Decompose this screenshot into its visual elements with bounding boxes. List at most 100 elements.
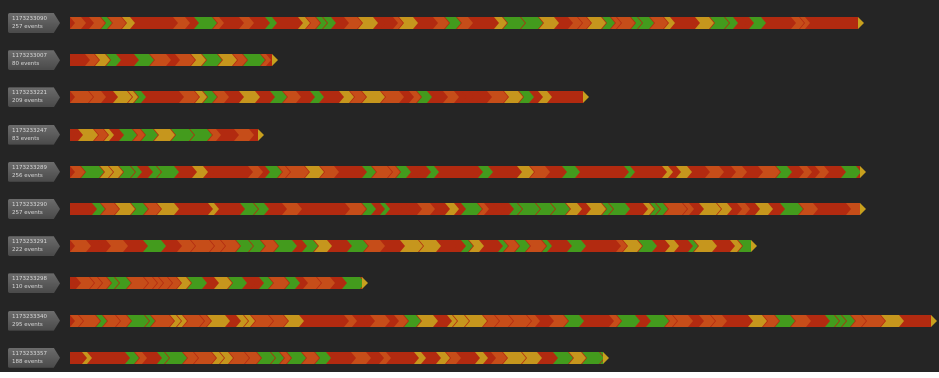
event-chevron	[623, 240, 642, 253]
event-chevron	[455, 203, 465, 215]
event-chevron	[70, 128, 82, 141]
event-chevron	[278, 165, 290, 178]
event-chevron	[131, 17, 150, 29]
event-chevron	[70, 203, 88, 215]
track-end-chevron	[258, 128, 264, 141]
event-chevron	[501, 203, 513, 215]
event-chevron	[555, 17, 572, 29]
row-event-count: 222 events	[12, 247, 43, 254]
event-chevron	[287, 351, 306, 364]
event-chevron	[270, 91, 287, 104]
event-chevron	[749, 17, 766, 29]
event-chevron	[807, 314, 829, 327]
track-end-chevron	[583, 91, 589, 104]
event-chevron	[436, 351, 450, 364]
event-chevron	[900, 314, 912, 327]
timeline-row[interactable]: 1173233090 257 events	[0, 13, 939, 43]
timeline-row[interactable]: 1173233340 295 events	[0, 310, 939, 341]
event-chevron	[609, 203, 630, 215]
event-chevron	[216, 165, 235, 178]
timeline-row[interactable]: 1173233221 209 events	[0, 87, 939, 117]
event-chevron	[229, 351, 249, 364]
row-event-count: 256 events	[12, 172, 43, 179]
event-chevron	[167, 54, 179, 67]
timeline-row[interactable]: 1173233357 188 events	[0, 347, 939, 378]
event-chevron	[177, 240, 195, 253]
event-chevron	[70, 17, 86, 29]
event-chevron	[210, 240, 225, 253]
event-chevron	[358, 17, 378, 29]
event-chevron	[435, 165, 455, 178]
timeline-row[interactable]: 1173233247 83 events	[0, 124, 939, 155]
event-chevron	[158, 17, 177, 29]
event-chevron	[124, 240, 147, 253]
event-chevron	[115, 277, 131, 290]
event-chevron	[699, 314, 715, 327]
event-chevron	[638, 17, 654, 29]
event-chevron	[89, 91, 106, 104]
event-chevron	[175, 203, 198, 215]
event-chevron	[587, 165, 610, 178]
event-chevron	[362, 203, 376, 215]
event-chevron	[417, 314, 438, 327]
event-chevron	[646, 314, 669, 327]
timeline-row[interactable]: 1173233290 257 events	[0, 199, 939, 229]
timeline-row[interactable]: 1173233298 110 events	[0, 273, 939, 303]
event-chevron	[286, 165, 309, 178]
event-chevron	[495, 314, 513, 327]
event-chevron	[788, 165, 803, 178]
event-chevron	[110, 128, 123, 141]
event-chevron	[195, 91, 207, 104]
row-event-count: 257 events	[12, 210, 43, 216]
event-chevron	[101, 17, 112, 29]
event-chevron	[203, 277, 218, 290]
event-chevron	[259, 165, 269, 178]
event-chevron	[717, 203, 732, 215]
row-id-tag: 1173233247 83 events	[8, 124, 60, 145]
event-chevron	[504, 91, 523, 104]
event-chevron	[791, 314, 811, 327]
event-chevron	[536, 314, 553, 327]
event-chevron	[484, 351, 495, 364]
event-chevron	[407, 165, 421, 178]
event-chevron	[567, 240, 586, 253]
event-chevron	[87, 240, 102, 253]
event-chevron	[394, 314, 408, 327]
event-chevron	[713, 240, 734, 253]
event-chevron	[553, 351, 573, 364]
timeline-row[interactable]: 1173233291 222 events	[0, 236, 939, 266]
track-end-chevron	[860, 203, 866, 215]
event-chevron	[194, 203, 212, 215]
event-chevron	[186, 17, 198, 29]
event-chevron	[617, 17, 635, 29]
event-chevron	[626, 203, 647, 215]
event-chevron	[335, 314, 348, 327]
event-chevron	[400, 240, 423, 253]
track-end-chevron	[931, 314, 937, 327]
event-chevron	[851, 314, 866, 327]
event-chevron	[381, 91, 404, 104]
row-id-tag: 1173233340 295 events	[8, 310, 60, 331]
event-chevron	[347, 240, 368, 253]
event-chevron	[908, 314, 927, 327]
event-chevron	[711, 314, 727, 327]
event-chevron	[157, 351, 169, 364]
event-chevron	[665, 314, 677, 327]
event-chevron	[245, 351, 261, 364]
event-chevron	[606, 165, 628, 178]
event-chevron	[234, 128, 254, 141]
event-chevron	[214, 277, 232, 290]
event-chevron	[109, 165, 123, 178]
event-chevron	[210, 165, 220, 178]
event-chevron	[530, 91, 542, 104]
event-chevron-track	[70, 54, 278, 67]
timeline-row[interactable]: 1173233289 256 events	[0, 161, 939, 192]
event-chevron	[469, 240, 484, 253]
event-chevron	[517, 165, 534, 178]
timeline-row[interactable]: 1173233007 80 events	[0, 50, 939, 80]
event-chevron	[254, 203, 269, 215]
event-chevron	[336, 203, 349, 215]
event-chevron	[602, 17, 615, 29]
event-chevron	[76, 277, 94, 290]
event-chevron	[669, 165, 680, 178]
